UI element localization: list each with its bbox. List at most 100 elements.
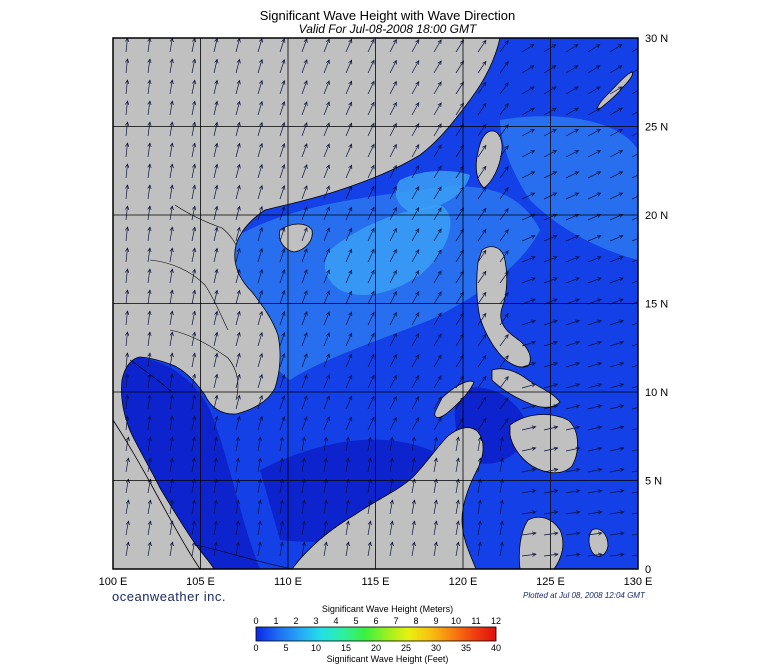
- wave-arrow-head: [323, 499, 328, 505]
- wave-arrow-head: [392, 353, 397, 359]
- wave-arrow-head: [482, 375, 487, 381]
- wave-arrow-head: [504, 208, 509, 213]
- wave-arrow: [191, 395, 196, 410]
- wave-arrow: [587, 65, 601, 74]
- wave-arrow: [389, 479, 393, 494]
- wave-arrow: [147, 269, 151, 284]
- colorbar-feet-tick: 15: [341, 643, 351, 653]
- wave-arrow-head: [531, 362, 537, 366]
- wave-arrow: [323, 353, 330, 368]
- wave-arrow: [125, 101, 128, 116]
- wave-arrow-head: [455, 436, 460, 442]
- wave-arrow: [169, 374, 173, 389]
- wave-arrow: [455, 355, 464, 368]
- wave-arrow-head: [575, 298, 580, 303]
- wave-arrow: [455, 61, 464, 74]
- wave-arrow-head: [301, 520, 306, 526]
- wave-arrow-head: [553, 298, 558, 303]
- wave-arrow-head: [259, 289, 263, 295]
- wave-arrow: [191, 374, 196, 389]
- wave-arrow: [477, 521, 481, 536]
- wave-arrow: [499, 313, 509, 326]
- wave-arrow: [169, 206, 173, 221]
- wave-arrow: [301, 353, 308, 368]
- wave-arrow-head: [411, 478, 416, 484]
- wave-arrow-head: [147, 58, 152, 64]
- wave-arrow: [565, 405, 580, 410]
- wave-arrow-head: [617, 44, 623, 49]
- wave-arrow-head: [482, 207, 487, 213]
- wave-arrow: [279, 101, 285, 116]
- wave-arrow-head: [125, 100, 130, 105]
- wave-arrow-head: [573, 44, 579, 49]
- wave-arrow-head: [192, 394, 197, 400]
- wave-arrow: [477, 542, 481, 557]
- wave-arrow: [323, 479, 327, 494]
- wave-arrow: [631, 554, 638, 557]
- wave-arrow: [499, 542, 503, 557]
- wave-arrow: [609, 383, 624, 389]
- longitude-label: 100 E: [99, 576, 128, 588]
- wave-arrow-head: [499, 499, 504, 505]
- wave-arrow: [257, 500, 261, 515]
- wave-arrow-head: [455, 499, 460, 505]
- wave-arrow: [235, 59, 240, 74]
- colorbar-gradient: [255, 626, 497, 642]
- wave-arrow: [565, 341, 580, 347]
- wave-arrow-head: [504, 250, 509, 255]
- wave-arrow-head: [214, 415, 219, 421]
- wave-arrow: [477, 376, 487, 389]
- wave-arrow-head: [619, 277, 624, 282]
- wave-arrow-head: [236, 373, 241, 379]
- wave-arrow-head: [259, 205, 263, 211]
- wave-arrow: [125, 59, 128, 74]
- wave-arrow-head: [169, 100, 174, 106]
- wave-arrow-head: [531, 552, 537, 557]
- wave-arrow: [477, 397, 487, 410]
- wave-arrow-head: [552, 86, 557, 91]
- wave-arrow-head: [618, 129, 624, 133]
- wave-arrow-head: [147, 163, 152, 169]
- wave-arrow: [323, 395, 330, 410]
- wave-arrow: [323, 206, 330, 221]
- wave-arrow: [499, 376, 509, 389]
- wave-arrow: [191, 248, 196, 263]
- wave-arrow-head: [169, 163, 174, 169]
- wave-arrow: [389, 102, 397, 116]
- wave-arrow: [257, 290, 263, 305]
- wave-arrow-head: [279, 478, 284, 484]
- wave-arrow-head: [147, 142, 152, 148]
- wave-arrow: [389, 207, 397, 221]
- wave-arrow-head: [169, 352, 174, 358]
- wave-arrow-head: [326, 311, 330, 317]
- wave-arrow: [191, 521, 195, 536]
- wave-arrow-head: [596, 86, 601, 91]
- wave-arrow-head: [326, 416, 330, 422]
- wave-arrow: [367, 437, 371, 452]
- wave-arrow-head: [370, 59, 375, 65]
- wave-arrow: [411, 81, 420, 95]
- wave-arrow-head: [415, 60, 420, 65]
- wave-arrow: [345, 479, 349, 494]
- wave-arrow-head: [147, 247, 152, 253]
- wave-arrow: [345, 81, 352, 95]
- wave-arrow: [169, 143, 173, 158]
- wave-arrow: [323, 500, 327, 515]
- wave-arrow: [389, 396, 397, 410]
- wave-arrow: [433, 207, 442, 221]
- wave-arrow-head: [619, 446, 625, 451]
- wave-arrow-head: [147, 100, 152, 106]
- wave-arrow-head: [597, 446, 603, 451]
- wave-arrow-head: [619, 467, 625, 472]
- wave-arrow-head: [301, 541, 306, 547]
- wave-arrow-head: [192, 310, 197, 316]
- wave-arrow: [609, 256, 624, 263]
- wave-arrow: [235, 101, 240, 116]
- wave-arrow-head: [125, 79, 130, 84]
- wave-arrow-head: [259, 394, 263, 400]
- wave-arrow: [411, 479, 415, 494]
- wave-arrow-head: [531, 489, 537, 494]
- wave-arrow-head: [531, 467, 537, 472]
- wave-arrow: [631, 470, 638, 473]
- wave-arrow: [389, 333, 397, 347]
